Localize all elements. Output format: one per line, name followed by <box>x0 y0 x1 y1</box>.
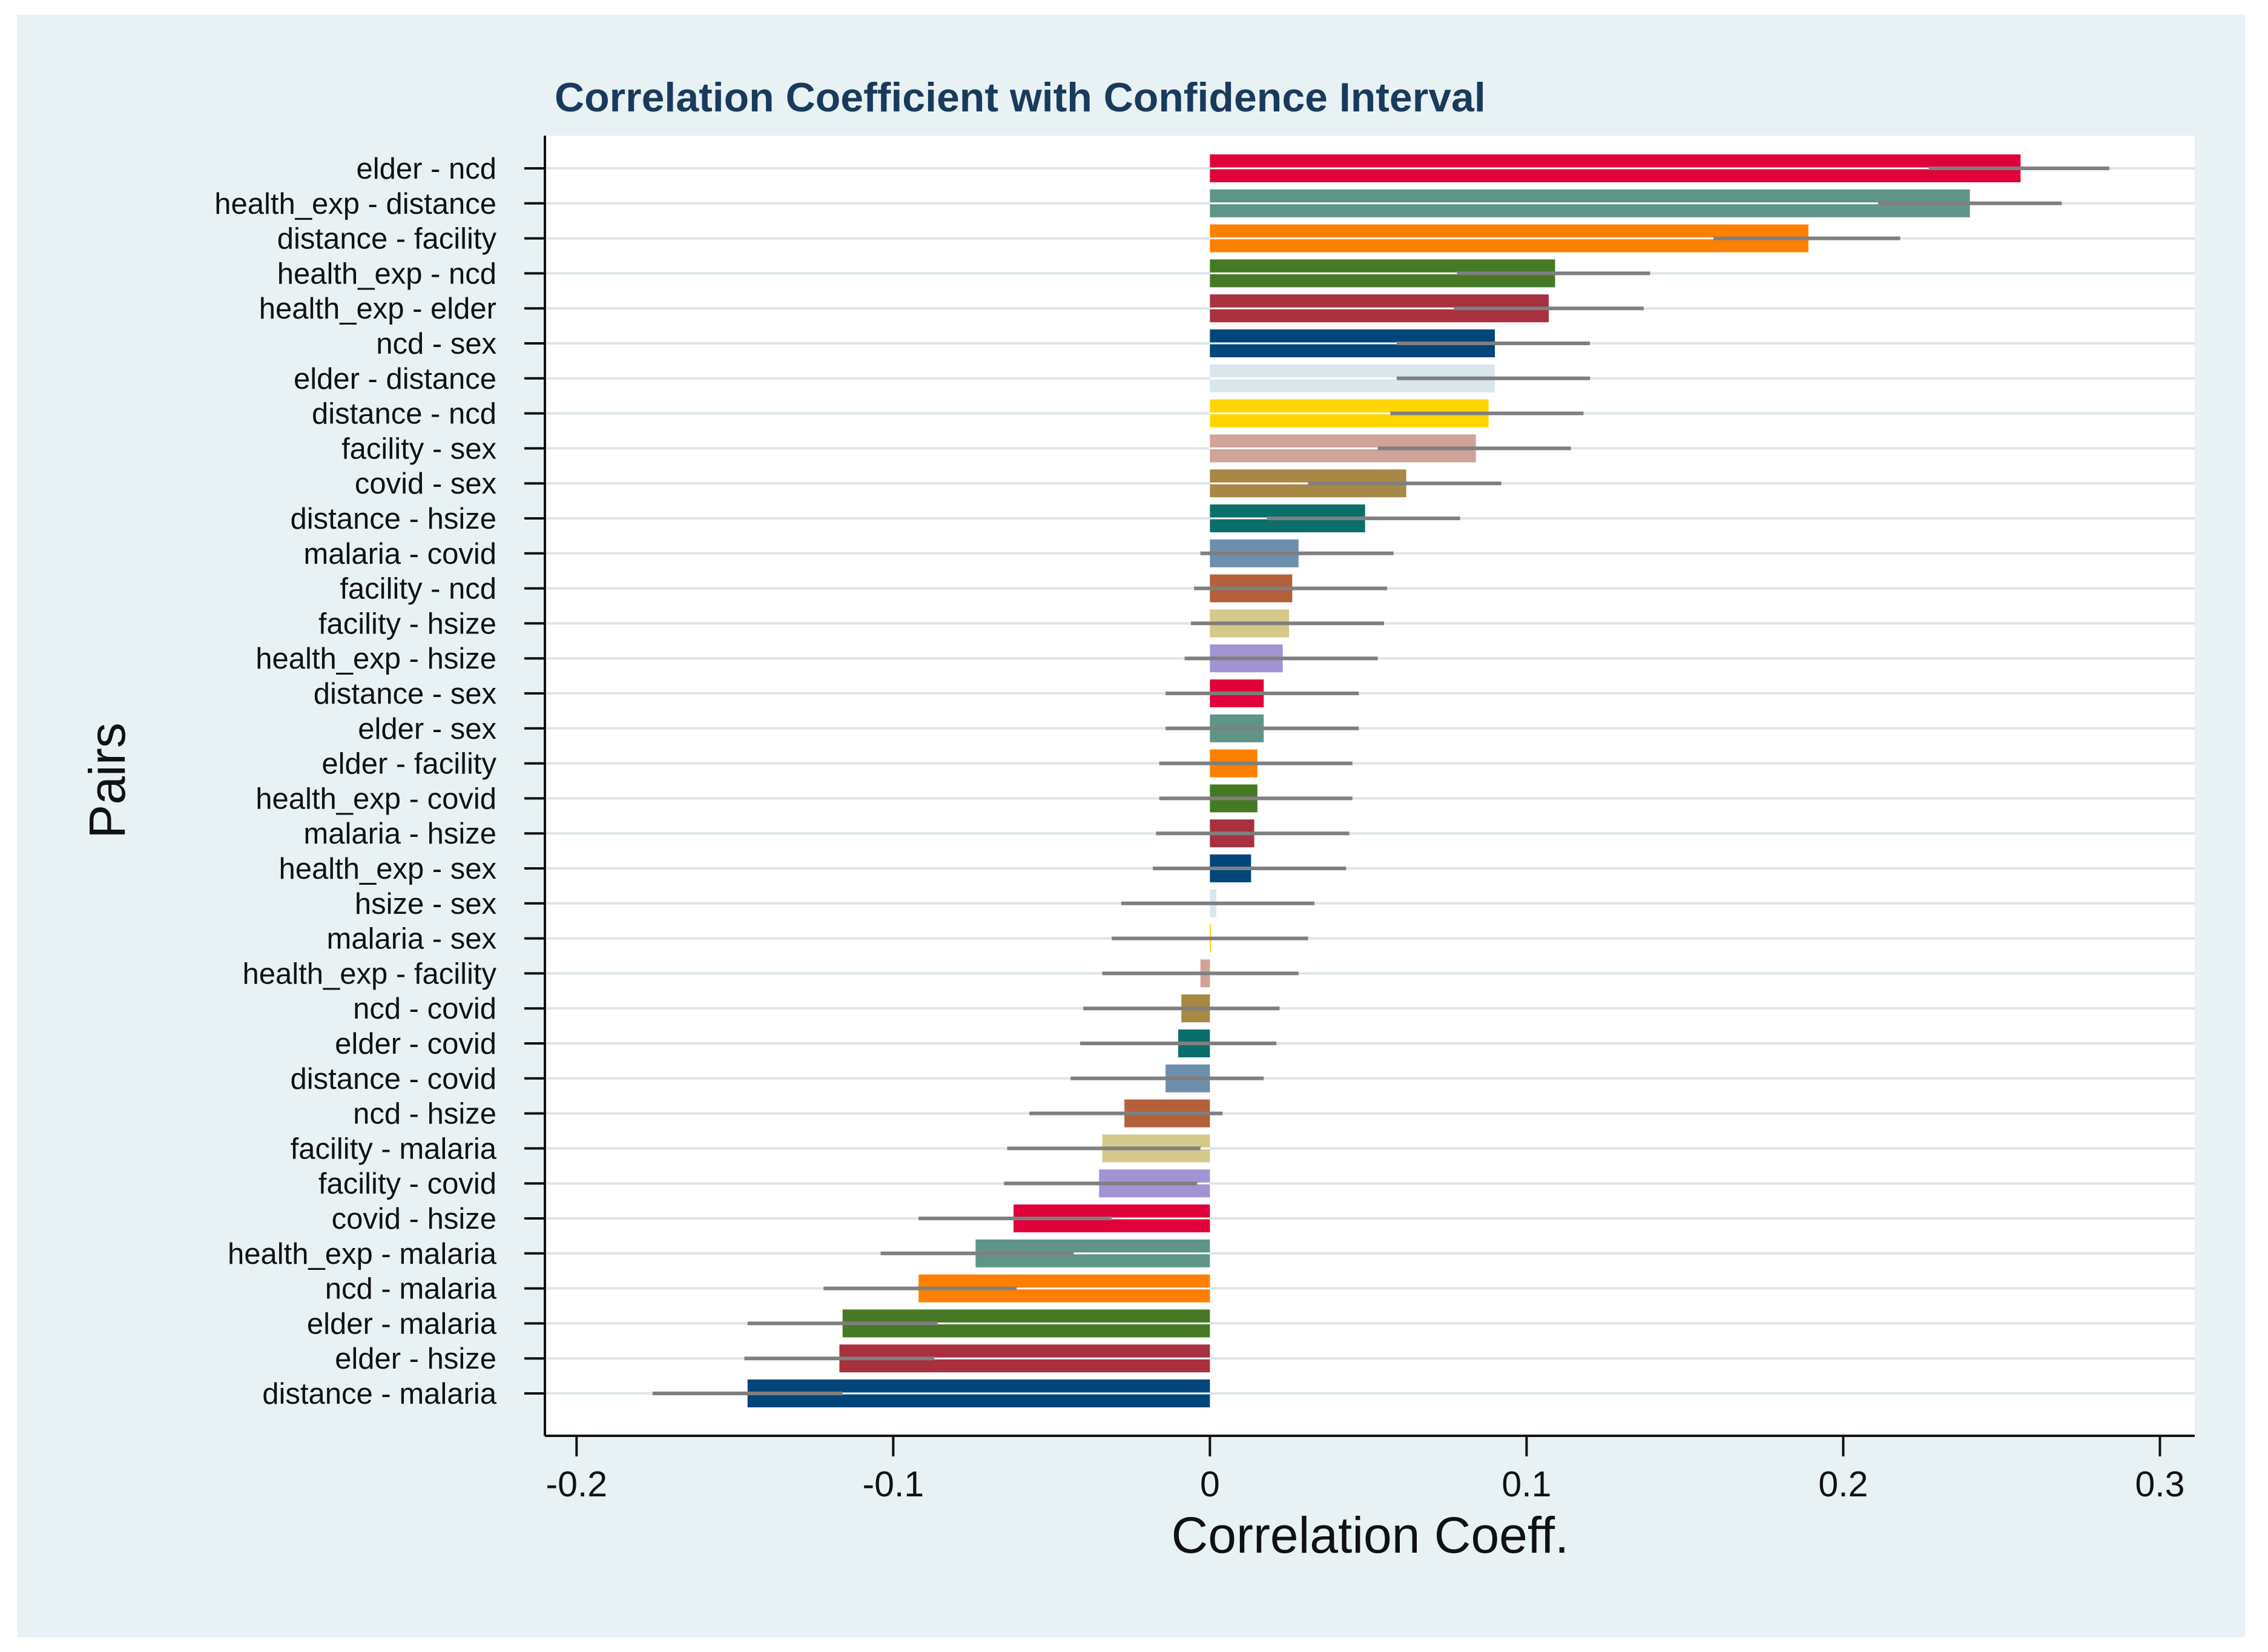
category-label: distance - sex <box>314 678 496 710</box>
x-tick-label: 0.2 <box>1818 1464 1868 1504</box>
category-label: distance - covid <box>291 1063 496 1095</box>
x-tick-label: 0 <box>1200 1464 1220 1504</box>
category-label: health_exp - distance <box>214 188 496 220</box>
category-label: facility - malaria <box>291 1132 497 1165</box>
x-ticks-group: -0.2 -0.1 0 0.1 0.2 0.3 <box>546 1436 2184 1504</box>
category-label: distance - facility <box>277 223 497 256</box>
y-axis-title: Pairs <box>79 722 136 838</box>
x-axis-title: Correlation Coeff. <box>1172 1507 1569 1564</box>
category-label: ncd - sex <box>376 328 496 360</box>
category-label: health_exp - hsize <box>255 643 496 675</box>
confidence-intervals-group <box>652 167 2109 1395</box>
category-label: elder - facility <box>321 748 496 781</box>
category-label: elder - ncd <box>356 153 496 185</box>
category-label: covid - hsize <box>332 1203 496 1235</box>
category-label: ncd - hsize <box>353 1098 496 1131</box>
x-tick-label: 0.3 <box>2135 1464 2184 1504</box>
category-label: facility - ncd <box>340 573 496 606</box>
chart-title: Correlation Coefficient with Confidence … <box>555 74 1486 121</box>
category-label: distance - ncd <box>312 398 496 431</box>
category-label: hsize - sex <box>355 888 496 920</box>
category-label: health_exp - elder <box>259 292 496 325</box>
category-label: elder - covid <box>335 1028 496 1060</box>
category-label: facility - covid <box>318 1168 496 1200</box>
category-label: malaria - hsize <box>303 818 496 850</box>
x-tick-label: -0.1 <box>863 1464 925 1504</box>
category-label: covid - sex <box>355 468 496 500</box>
category-label: health_exp - covid <box>255 782 496 815</box>
category-label: facility - hsize <box>318 607 496 640</box>
category-label: malaria - covid <box>303 538 496 570</box>
category-label: health_exp - malaria <box>228 1238 497 1270</box>
x-tick-label: 0.1 <box>1502 1464 1551 1504</box>
category-label: facility - sex <box>341 432 496 465</box>
chart-background: elder - ncd health_exp - distance distance… <box>17 15 2245 1637</box>
category-label: elder - sex <box>358 713 496 745</box>
category-label: ncd - malaria <box>325 1273 497 1306</box>
category-label: health_exp - facility <box>243 957 497 990</box>
category-label: malaria - sex <box>327 923 496 956</box>
category-label: distance - hsize <box>291 503 496 535</box>
category-label: health_exp - ncd <box>277 257 496 290</box>
category-label: ncd - covid <box>353 993 496 1025</box>
category-label: health_exp - sex <box>279 853 496 885</box>
category-label: distance - malaria <box>262 1378 496 1410</box>
x-tick-label: -0.2 <box>546 1464 607 1504</box>
category-label: elder - malaria <box>307 1307 497 1340</box>
category-label: elder - hsize <box>335 1343 496 1375</box>
category-label: elder - distance <box>294 363 496 395</box>
